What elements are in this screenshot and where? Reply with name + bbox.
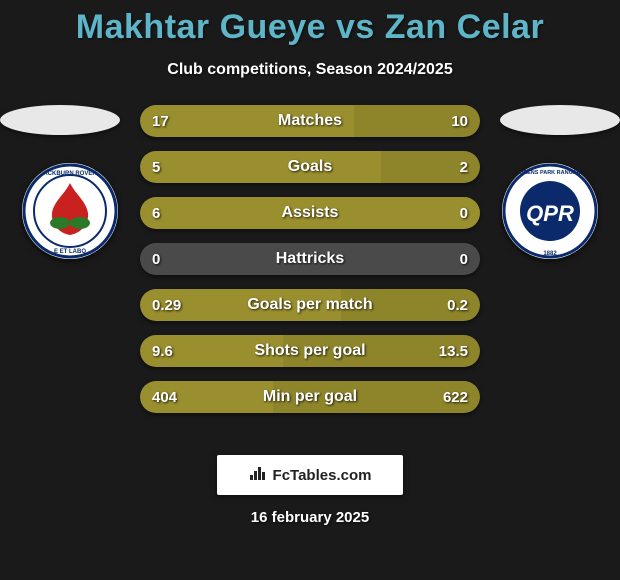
svg-text:UEENS PARK RANGER: UEENS PARK RANGER — [519, 170, 580, 176]
svg-text:ACKBURN ROVER: ACKBURN ROVER — [43, 171, 97, 177]
chart-icon — [249, 465, 267, 486]
page-title: Makhtar Gueye vs Zan Celar — [0, 0, 620, 47]
player-oval-left — [0, 105, 120, 135]
player-oval-right — [500, 105, 620, 135]
stat-row: Matches1710 — [140, 105, 480, 137]
stat-seg-left — [140, 243, 310, 275]
brand-badge[interactable]: FcTables.com — [217, 455, 403, 495]
stat-row: Hattricks00 — [140, 243, 480, 275]
stat-seg-left — [140, 335, 283, 367]
stat-row: Goals52 — [140, 151, 480, 183]
stat-seg-left — [140, 197, 480, 229]
competition-subtitle: Club competitions, Season 2024/2025 — [0, 61, 620, 79]
svg-text:E ET LABO: E ET LABO — [54, 249, 86, 255]
comparison-arena: E ET LABO ACKBURN ROVER QPR UEENS PARK R… — [0, 105, 620, 435]
stat-seg-right — [354, 105, 480, 137]
svg-text:QPR: QPR — [526, 201, 574, 226]
stat-seg-right — [341, 289, 480, 321]
stat-row: Goals per match0.290.2 — [140, 289, 480, 321]
stat-seg-left — [140, 105, 354, 137]
stat-seg-right — [273, 381, 480, 413]
stat-seg-left — [140, 151, 381, 183]
stat-row: Shots per goal9.613.5 — [140, 335, 480, 367]
svg-text:1882: 1882 — [543, 251, 557, 257]
stat-row: Min per goal404622 — [140, 381, 480, 413]
stat-row: Assists60 — [140, 197, 480, 229]
club-crest-left: E ET LABO ACKBURN ROVER — [22, 163, 118, 259]
blackburn-crest-icon: E ET LABO ACKBURN ROVER — [22, 163, 118, 259]
qpr-crest-icon: QPR UEENS PARK RANGER 1882 — [502, 163, 598, 259]
stat-seg-right — [310, 243, 480, 275]
club-crest-right: QPR UEENS PARK RANGER 1882 — [502, 163, 598, 259]
snapshot-date: 16 february 2025 — [0, 509, 620, 526]
stat-seg-left — [140, 381, 273, 413]
stat-seg-right — [283, 335, 480, 367]
brand-text: FcTables.com — [273, 467, 372, 484]
stat-seg-left — [140, 289, 341, 321]
stat-bars-container: Matches1710 Goals52 Assists60 Hattricks00 Go… — [140, 105, 480, 427]
stat-seg-right — [381, 151, 480, 183]
